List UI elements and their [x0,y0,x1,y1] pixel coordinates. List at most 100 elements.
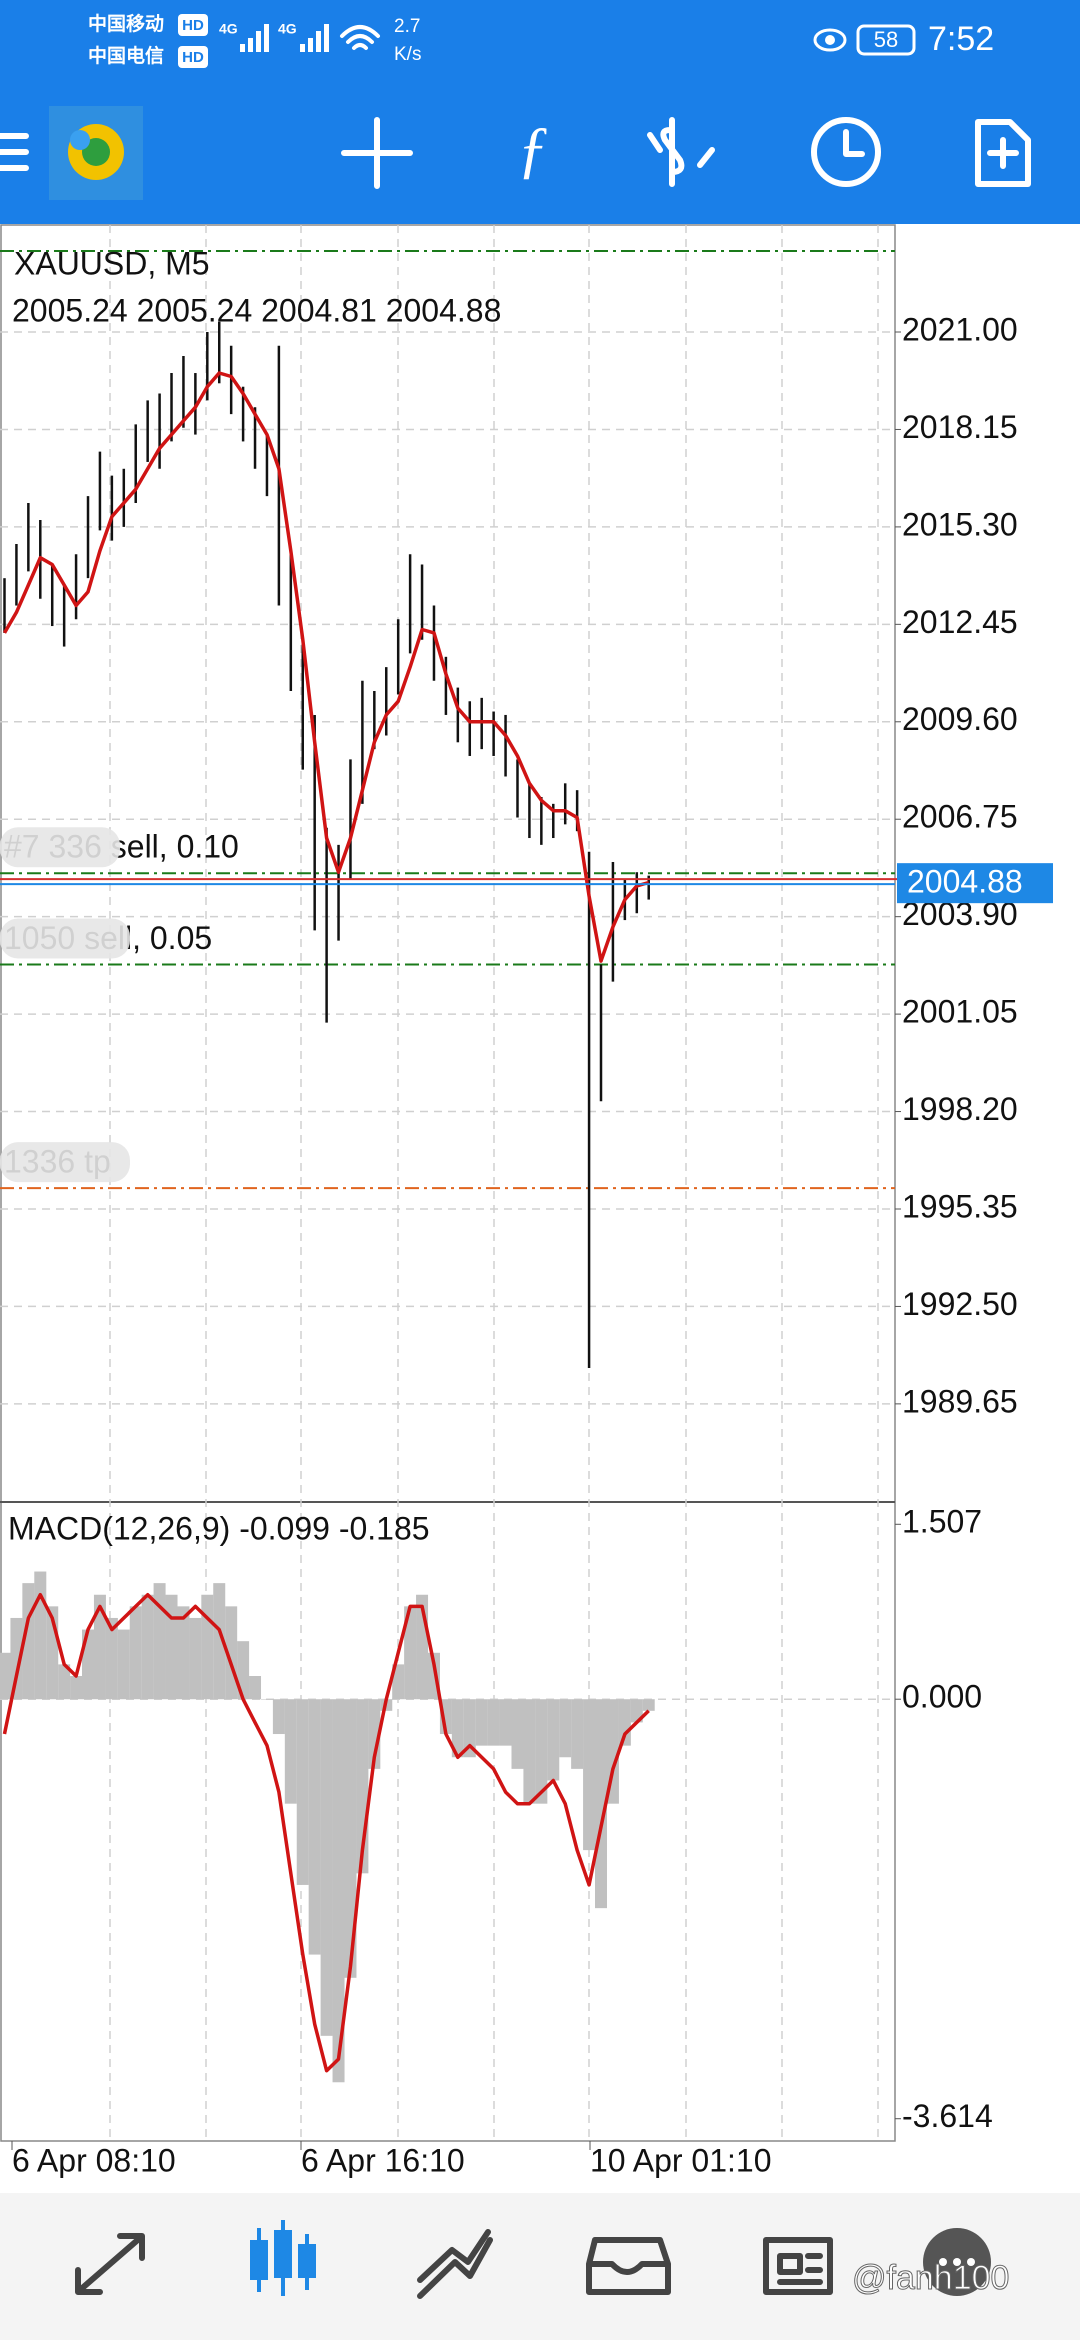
chart-title: XAUUSD, M5 [14,245,210,281]
histogram-bar [499,1699,512,1746]
plot-area: 2021.00 2018.15 2015.30 2012.45 2009.60 2006.… [0,225,1053,2178]
histogram-bar [70,1675,83,1700]
histogram-bar [296,1699,309,1885]
histogram-bar [511,1699,524,1769]
period-button[interactable] [811,117,881,187]
y-tick-label: 2018.15 [902,409,1018,445]
histogram-bar [177,1606,190,1700]
histogram-bar [153,1583,166,1700]
last-price-label: 2004.88 [907,864,1023,900]
histogram-bar [547,1699,560,1781]
histogram-bar [583,1699,596,1851]
y-tick-label: 1995.35 [902,1188,1018,1224]
y-tick-label: 0.000 [902,1679,982,1715]
carrier-2: 中国电信 [88,44,164,67]
crosshair-button[interactable] [341,117,413,189]
y-tick-label: 1992.50 [902,1286,1018,1322]
histogram-bar [213,1583,226,1700]
histogram-bar [595,1699,607,1909]
y-tick-label: 2006.75 [902,799,1018,835]
chart-frame [0,224,896,2142]
carrier-1: 中国移动 [88,12,164,35]
histogram-bar [237,1641,250,1700]
histogram-bar [10,1617,23,1700]
histogram-bar [0,1652,11,1700]
hd-2: HD [182,49,204,66]
signal-2 [300,24,329,52]
histogram-bar [463,1699,476,1758]
y-tick-label: 2012.45 [902,604,1018,640]
histogram-bar [618,1699,631,1746]
indicator-line [2,1592,650,2073]
histogram-bar [272,1699,285,1735]
new-order-button[interactable] [975,119,1031,187]
x-tick-label: 6 Apr 08:10 [12,2142,176,2178]
histogram-bar [58,1664,71,1700]
histogram-bar [368,1699,381,1769]
histogram-bar [165,1594,178,1700]
privacy-blur [0,827,120,868]
app-logo[interactable] [49,106,143,200]
histogram-bar [487,1699,500,1746]
ohlc-values: 2005.24 2005.24 2004.81 2004.88 [12,292,501,328]
news-tab[interactable] [763,2237,833,2295]
trade-button[interactable] [647,117,715,187]
histogram-bar [105,1617,118,1700]
y-tick-label: -3.614 [902,2098,993,2134]
y-tick-label: 2009.60 [902,701,1018,737]
signal-1 [240,24,269,52]
wifi-icon [340,25,380,50]
x-tick-label: 6 Apr 16:10 [301,2142,465,2178]
histogram-bar [571,1699,584,1769]
histogram-bar [308,1699,321,1955]
privacy-blur [0,918,130,959]
y-tick-label: 2021.00 [902,311,1018,347]
privacy-blur [0,1142,130,1183]
hd-1: HD [182,17,204,34]
indicator-line [2,371,650,963]
histogram-bar [320,1699,333,2036]
histogram-bar [249,1675,262,1700]
messages-tab[interactable] [923,2228,991,2296]
indicators-button[interactable]: ƒ [517,114,549,185]
network-2: 4G [278,21,297,37]
quotes-tab[interactable] [75,2233,145,2295]
histogram-bar [260,1699,273,1700]
battery-level: 58 [874,27,898,52]
bottom-nav [0,2193,1080,2340]
histogram-bar [141,1594,154,1700]
chart-title: MACD(12,26,9) -0.099 -0.185 [8,1510,430,1546]
watermark: @fanh100 [852,2259,1009,2297]
y-tick-label: 1.507 [902,1504,982,1540]
app-header [0,0,1080,224]
last-price-box [897,863,1053,904]
trade-tab[interactable] [417,2229,493,2299]
network-1: 4G [219,21,238,37]
histogram-bar [344,1699,357,1978]
histogram-bar [117,1629,130,1700]
histogram-bar [284,1699,297,1804]
histogram-bar [129,1606,142,1700]
histogram-bar [189,1617,202,1700]
hd-badge [178,46,208,68]
y-tick-label: 1998.20 [902,1091,1018,1127]
histogram-bar [34,1571,47,1700]
histogram-bar [404,1606,417,1700]
chart-tab[interactable] [250,2220,316,2296]
histogram-bar [93,1594,106,1700]
histogram-bar [630,1699,643,1723]
history-tab[interactable] [586,2237,671,2295]
eye-icon [813,28,847,52]
histogram-bar [523,1699,536,1804]
menu-button[interactable] [0,133,29,171]
histogram-bar [201,1594,214,1700]
histogram-bar [451,1699,464,1758]
speed-unit: K/s [394,44,421,65]
x-tick-label: 10 Apr 01:10 [590,2142,771,2178]
histogram-bar [332,1699,345,2083]
hd-badge [178,14,208,36]
histogram-bar [475,1699,488,1746]
histogram-bar [642,1699,655,1711]
